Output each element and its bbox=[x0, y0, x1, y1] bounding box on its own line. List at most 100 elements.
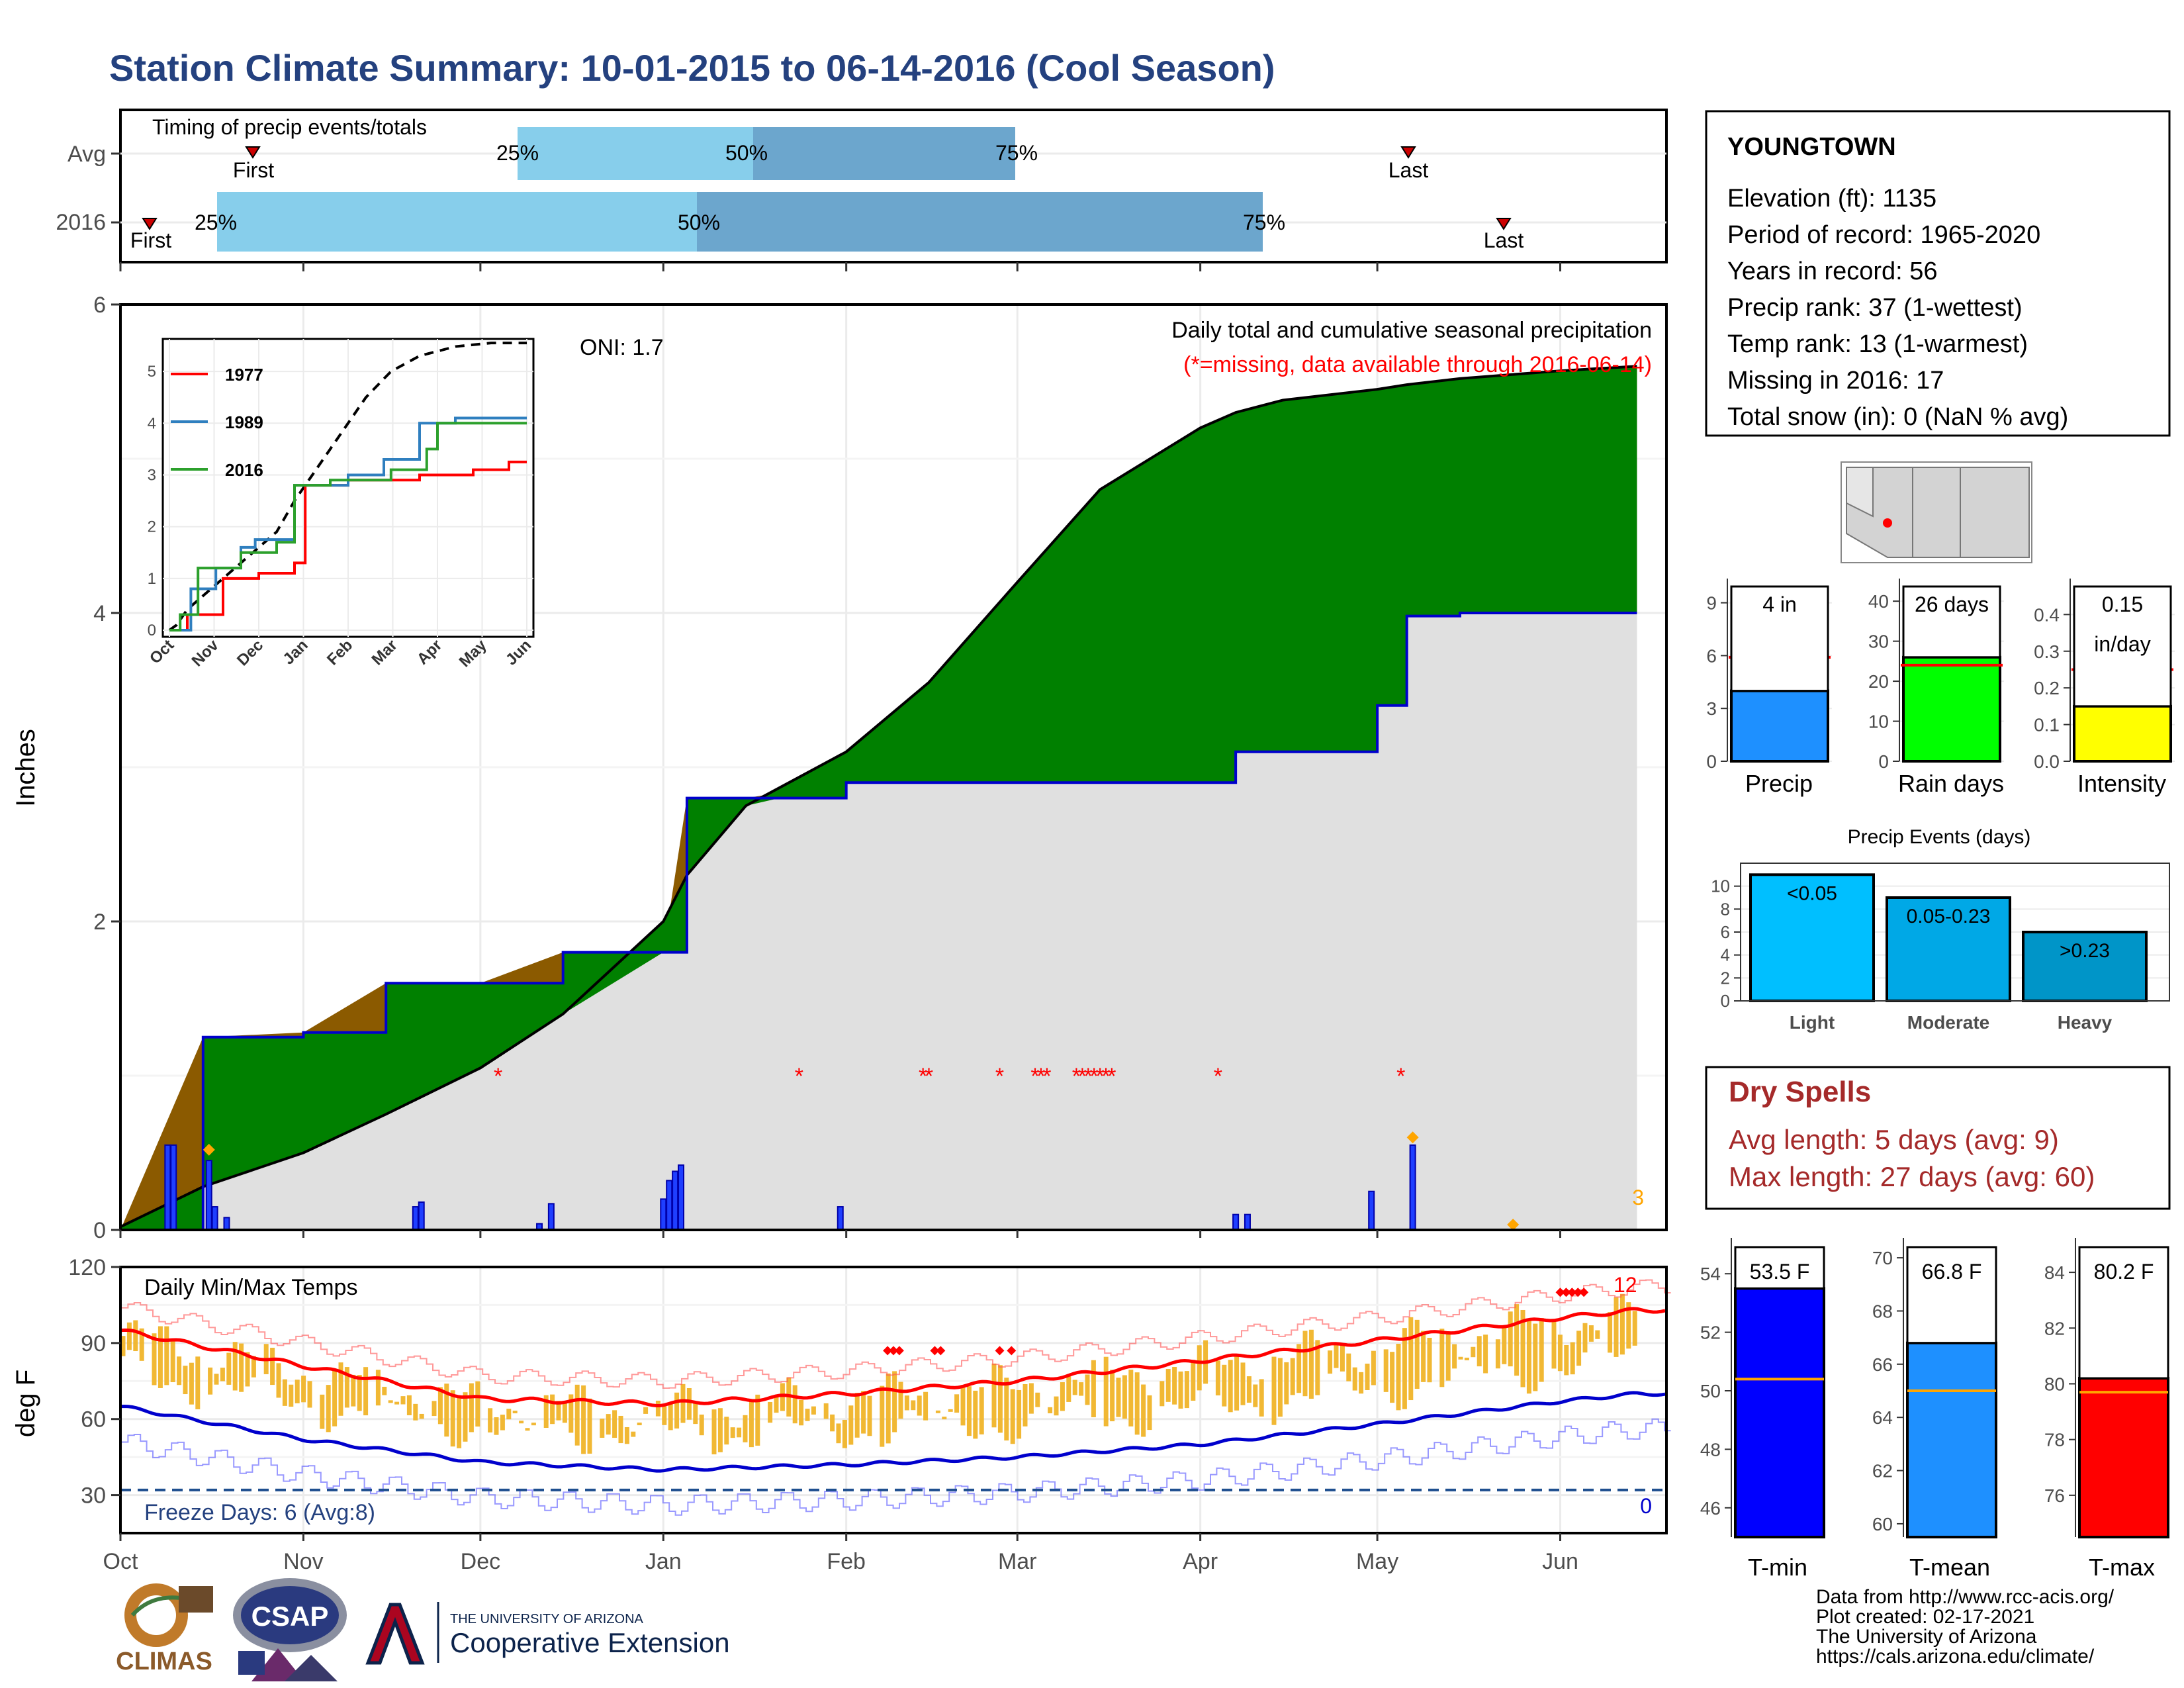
temp-range-bar-45 bbox=[400, 1396, 406, 1405]
temp-range-bar-143 bbox=[1010, 1389, 1015, 1444]
temp-range-bar-213 bbox=[1445, 1331, 1451, 1381]
temp-range-bar-72 bbox=[569, 1394, 574, 1433]
timing-avg-first-marker bbox=[245, 146, 261, 159]
missing-marker-14: * bbox=[1107, 1064, 1116, 1089]
station-line-6: Missing in 2016: 17 bbox=[1727, 367, 1944, 395]
temp-range-bar-142 bbox=[1004, 1378, 1009, 1441]
month-label-1: Nov bbox=[283, 1549, 323, 1574]
daily-precip-bar-11 bbox=[672, 1170, 679, 1231]
temp-range-bar-201 bbox=[1371, 1350, 1376, 1385]
missing-marker-13: * bbox=[1101, 1064, 1110, 1089]
temp-tmin-tick-label-4: 54 bbox=[1700, 1264, 1721, 1284]
precip-events-chart: 0 2 4 6 8 10 <0.05 Light 0.05-0.23 Moderate >0.23 H… bbox=[1711, 863, 2170, 1033]
timing-avg-25-label: 25% bbox=[496, 141, 539, 165]
temp-range-bar-242 bbox=[1626, 1302, 1631, 1349]
avg-max-temp-line bbox=[120, 1307, 1666, 1408]
missing-marker-8: * bbox=[1072, 1064, 1081, 1089]
max-daily-marker-1 bbox=[203, 1143, 215, 1156]
missing-marker-7: * bbox=[1042, 1064, 1051, 1089]
temp-range-bar-39 bbox=[363, 1367, 369, 1416]
temp-range-bar-66 bbox=[531, 1423, 536, 1426]
temp-range-bar-125 bbox=[898, 1382, 903, 1419]
temp-range-bar-198 bbox=[1352, 1367, 1357, 1391]
temp-range-bar-90 bbox=[680, 1383, 686, 1423]
temp-range-bar-131 bbox=[935, 1410, 940, 1413]
temp-range-bar-105 bbox=[774, 1395, 779, 1413]
temp-range-bar-219 bbox=[1483, 1335, 1488, 1374]
daily-precip-bar-5 bbox=[412, 1206, 419, 1231]
temp-range-bar-60 bbox=[494, 1417, 499, 1435]
temp-range-bar-33 bbox=[326, 1385, 331, 1432]
temp-range-bar-65 bbox=[525, 1428, 530, 1431]
temp-range-bar-232 bbox=[1564, 1344, 1569, 1376]
precip-cumulative-areas bbox=[120, 365, 1637, 1231]
temp-range-bar-129 bbox=[923, 1391, 929, 1421]
missing-marker-5: * bbox=[1030, 1064, 1039, 1089]
extreme-marker-4 bbox=[936, 1346, 946, 1356]
inset-legend-1977: 1977 bbox=[225, 365, 263, 385]
temp-tmean-tick-label-0: 60 bbox=[1872, 1514, 1893, 1534]
summary-precip-label: Precip bbox=[1745, 770, 1813, 797]
missing-marker-10: * bbox=[1084, 1064, 1093, 1089]
avg-cumulative-line bbox=[120, 365, 1637, 1229]
temp-range-bar-56 bbox=[469, 1383, 474, 1432]
temp-range-bar-216 bbox=[1464, 1357, 1469, 1360]
temp-range-bar-51 bbox=[437, 1387, 443, 1425]
daily-precip-bar-9 bbox=[660, 1198, 667, 1231]
precip-y-axis: 0 2 4 6 bbox=[93, 293, 1562, 1243]
temp-range-bar-156 bbox=[1091, 1360, 1096, 1417]
temp-tmean-label-box bbox=[1906, 1246, 1997, 1344]
summary-intensity-tick-label-1: 0.1 bbox=[2034, 715, 2060, 735]
timing-row-2016: 2016 bbox=[56, 210, 106, 235]
climas-logo: CLIMAS bbox=[116, 1583, 213, 1675]
station-line-4: Precip rank: 37 (1-wettest) bbox=[1727, 294, 2023, 322]
temp-range-bar-123 bbox=[886, 1373, 891, 1444]
precip-events-title: Precip Events (days) bbox=[1848, 826, 2031, 848]
daily-precip-bar-8 bbox=[547, 1203, 555, 1231]
temp-range-bar-89 bbox=[674, 1392, 680, 1429]
temp-range-bar-12 bbox=[195, 1356, 201, 1409]
extreme-marker-5 bbox=[995, 1346, 1005, 1356]
temp-range-bar-200 bbox=[1365, 1364, 1370, 1390]
timing-2016-first-label: First bbox=[130, 228, 171, 252]
temp-range-bar-0 bbox=[120, 1336, 126, 1356]
temp-summary-bars: 46 48 50 52 54 53.5 F 60 62 64 66 68 70 66.8 F 76 78 80… bbox=[1700, 1238, 2172, 1539]
record-low-line bbox=[122, 1418, 1671, 1516]
temp-range-bar-111 bbox=[811, 1406, 816, 1415]
temp-range-bar-43 bbox=[388, 1400, 393, 1403]
temp-range-bar-172 bbox=[1191, 1360, 1196, 1401]
dry-spells-title: Dry Spells bbox=[1729, 1076, 1871, 1108]
temp-panel-frame bbox=[119, 1266, 1668, 1534]
temp-range-bar-18 bbox=[232, 1342, 238, 1391]
temp-range-bar-225 bbox=[1520, 1309, 1525, 1387]
temp-range-bar-147 bbox=[1035, 1392, 1040, 1407]
temp-range-bar-32 bbox=[320, 1394, 325, 1429]
daily-precip-bars bbox=[164, 1131, 1520, 1231]
temp-range-bar-53 bbox=[450, 1390, 455, 1447]
temp-range-bar-240 bbox=[1614, 1297, 1619, 1357]
temp-range-bar-84 bbox=[643, 1407, 649, 1414]
temp-range-bar-62 bbox=[506, 1409, 512, 1420]
temp-tmax-tick-label-4: 84 bbox=[2044, 1262, 2065, 1283]
temp-range-bar-227 bbox=[1533, 1323, 1538, 1391]
dry-spells-avg: Avg length: 5 days (avg: 9) bbox=[1729, 1124, 2059, 1155]
precip-corner-count: 3 bbox=[1632, 1186, 1644, 1209]
station-line-1: Elevation (ft): 1135 bbox=[1727, 185, 1936, 212]
temp-range-bar-10 bbox=[183, 1366, 188, 1395]
temp-range-bar-222 bbox=[1502, 1327, 1507, 1364]
temp-range-bar-99 bbox=[737, 1427, 742, 1438]
timing-2016-25-50-bar bbox=[217, 192, 697, 252]
temp-range-bar-100 bbox=[743, 1415, 748, 1442]
month-label-8: Jun bbox=[1542, 1549, 1578, 1574]
temp-range-bar-127 bbox=[911, 1400, 916, 1411]
missing-marker-11: * bbox=[1090, 1064, 1099, 1089]
temp-range-bar-243 bbox=[1632, 1311, 1637, 1346]
temp-tmean-tick-label-5: 70 bbox=[1872, 1248, 1893, 1268]
timing-avg-last-marker bbox=[1400, 146, 1416, 159]
temp-range-bar-152 bbox=[1066, 1376, 1071, 1402]
temp-tmin-tick-label-2: 50 bbox=[1700, 1381, 1721, 1401]
temp-range-bar-44 bbox=[394, 1401, 400, 1405]
summary-precip-value: 4 in bbox=[1762, 592, 1797, 616]
temp-range-bar-196 bbox=[1340, 1343, 1345, 1372]
temp-range-bar-93 bbox=[699, 1414, 704, 1436]
